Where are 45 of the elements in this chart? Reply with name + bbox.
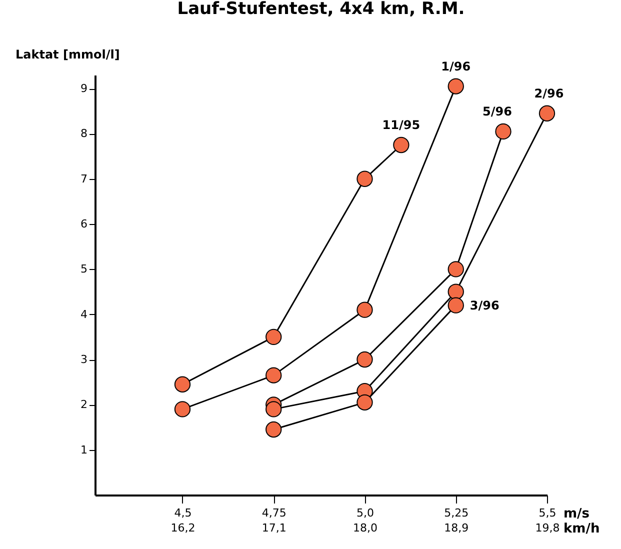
point: [266, 401, 282, 418]
x2-tick-label: 18,0: [352, 522, 378, 534]
y-tick-label: 7: [80, 172, 88, 186]
x-tick-label: 5,5: [538, 506, 556, 520]
point: [356, 351, 373, 368]
series-label: 5/96: [482, 104, 512, 118]
x-tick-label: 5,25: [444, 506, 469, 520]
point: [266, 328, 282, 346]
x2-tick-label: 16,2: [170, 522, 196, 534]
series-label: 1/96: [441, 59, 471, 74]
x-tick-label: 4,75: [262, 506, 286, 520]
y-tick-label: 6: [80, 218, 88, 231]
point: [448, 261, 464, 278]
y-tick-label: 9: [80, 82, 88, 96]
series-label: 11/95: [382, 118, 420, 132]
series-label: 2/96: [534, 86, 564, 100]
point: [448, 284, 464, 300]
point: [174, 376, 191, 392]
y-tick-label: 3: [80, 353, 88, 366]
x-tick-label: 4,5: [174, 506, 192, 520]
y-tick-label: 2: [80, 398, 88, 412]
point: [356, 170, 373, 187]
point: [538, 105, 556, 122]
y-tick-label: 1: [80, 443, 88, 456]
chart-title: Lauf-Stufentest, 4x4 km, R.M.: [177, 0, 465, 19]
point: [356, 302, 373, 318]
point: [448, 297, 464, 314]
point: [266, 421, 282, 438]
y-tick-label: 4: [80, 308, 88, 321]
y-tick-label: 5: [80, 262, 88, 276]
x2-tick-label: 18,9: [444, 522, 469, 534]
x-axis-title: m/s: [564, 506, 590, 522]
y-tick-label: 8: [80, 127, 88, 140]
point: [495, 123, 512, 140]
x-tick-label: 5,0: [356, 506, 374, 520]
point: [174, 401, 191, 418]
x2-tick-label: 19,8: [535, 522, 560, 534]
x2-axis-title: km/h: [564, 522, 600, 536]
point: [448, 78, 464, 94]
point: [393, 136, 410, 154]
series-label: 3/96: [470, 298, 500, 312]
x2-tick-label: 17,1: [262, 522, 286, 534]
y-axis-title: Laktat [mmol/l]: [16, 48, 120, 62]
point: [266, 367, 282, 384]
point: [356, 394, 373, 410]
